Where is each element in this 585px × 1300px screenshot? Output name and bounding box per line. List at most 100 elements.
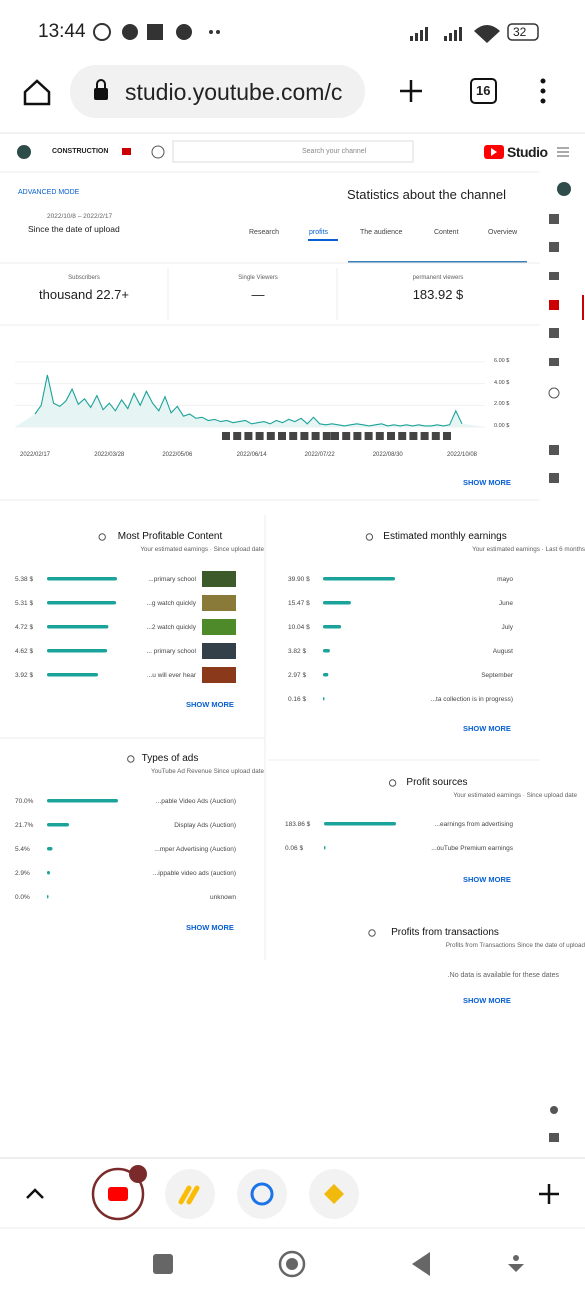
bar [323, 697, 325, 701]
y-tick-label: 2.00 $ [494, 401, 510, 408]
value-label: 4.62 $ [15, 648, 34, 655]
bar [47, 601, 117, 605]
panel-subtitle: Your estimated earnings · Since upload d… [453, 792, 577, 799]
value-label: 0.16 $ [288, 696, 307, 703]
value-label: 3.82 $ [288, 648, 307, 655]
battery: 32 [513, 25, 527, 39]
row-name[interactable]: ...ippable video ads (auction) [152, 870, 236, 877]
video-marker [387, 432, 395, 440]
tab[interactable]: Overview [488, 229, 518, 236]
row-name[interactable]: August [492, 648, 513, 655]
bar [47, 871, 50, 875]
row-name[interactable]: ...2 watch quickly [146, 624, 197, 631]
show-more[interactable]: SHOW MORE [186, 700, 234, 709]
mode-link[interactable]: ADVANCED MODE [18, 189, 80, 196]
stat-value: — [251, 287, 265, 302]
clock: 13:44 [38, 21, 86, 42]
show-more[interactable]: SHOW MORE [463, 875, 511, 884]
value-label: 21.7% [15, 822, 34, 829]
tab[interactable]: Content [434, 229, 459, 236]
video-marker [278, 432, 286, 440]
row-name[interactable]: ...ouTube Premium earnings [431, 845, 513, 852]
row-name[interactable]: ...pable Video Ads (Auction) [155, 798, 236, 805]
y-tick-label: 6.00 $ [494, 358, 510, 364]
y-tick-label: 4.00 $ [494, 379, 510, 386]
row-name[interactable]: ...primary school [148, 576, 196, 583]
row-name[interactable]: ... primary school [146, 648, 197, 655]
value-label: 2.97 $ [288, 672, 307, 679]
row-name[interactable]: September [481, 672, 513, 679]
logo[interactable]: Studio [507, 144, 548, 160]
x-tick-label: 2022/06/14 [236, 452, 267, 458]
value-label: 10.04 $ [288, 624, 310, 631]
row-name[interactable]: mayo [497, 576, 513, 583]
row-name[interactable]: ...ta collection is in progress) [430, 696, 513, 703]
tab[interactable]: profits [309, 229, 329, 236]
panel-subtitle: Your estimated earnings · Last 6 months [472, 546, 585, 553]
value-label: 5.38 $ [15, 576, 34, 583]
bar [47, 577, 117, 581]
value-label: 3.92 $ [15, 672, 34, 679]
row-name[interactable]: ...u will ever hear [146, 672, 196, 679]
tab[interactable]: Research [249, 229, 279, 236]
bar [323, 625, 342, 629]
stat-label: Single Viewers [238, 275, 278, 281]
panel-icon [365, 533, 374, 541]
value-label: 5.31 $ [15, 600, 34, 607]
video-marker [322, 432, 331, 440]
panel-icon [388, 779, 397, 787]
stat-label: permanent viewers [412, 275, 464, 281]
video-marker [255, 432, 264, 440]
bar [324, 822, 396, 826]
empty-note: .No data is available for these dates [447, 972, 559, 979]
panel-subtitle: Your estimated earnings · Since upload d… [140, 546, 264, 553]
bar [47, 823, 70, 827]
video-marker [398, 432, 407, 440]
bar [47, 649, 108, 653]
show-more[interactable]: SHOW MORE [463, 478, 511, 487]
video-marker [443, 432, 451, 440]
stat-label: Subscribers [68, 275, 100, 281]
bar [323, 649, 330, 653]
bar [47, 625, 109, 629]
video-marker [222, 432, 230, 440]
show-more[interactable]: SHOW MORE [186, 923, 234, 932]
video-marker [266, 432, 275, 440]
thumbnail [202, 643, 236, 659]
video-marker [289, 432, 298, 440]
tab-count[interactable]: 16 [476, 83, 491, 98]
value-label: 39.90 $ [288, 576, 310, 583]
tab[interactable]: The audience [360, 229, 403, 236]
row-name[interactable]: ...earnings from advertising [434, 821, 513, 828]
thumbnail [202, 571, 236, 587]
row-name[interactable]: June [498, 600, 513, 607]
value-label: 5.4% [15, 846, 30, 853]
page-title: Statistics about the channel [347, 187, 506, 202]
video-marker [375, 432, 384, 440]
period[interactable]: Since the date of upload [28, 224, 120, 234]
panel-subtitle: YouTube Ad Revenue Since upload date [151, 768, 264, 775]
panel-title: Profit sources [406, 777, 468, 788]
row-name[interactable]: ...g watch quickly [146, 600, 197, 607]
search[interactable]: Search your channel [302, 148, 367, 155]
value-label: 15.47 $ [288, 600, 310, 607]
video-marker [420, 432, 429, 440]
row-name[interactable]: ...mper Advertising (Auction) [154, 846, 236, 853]
video-marker [244, 432, 253, 440]
video-marker [342, 432, 351, 440]
show-more[interactable]: SHOW MORE [463, 724, 511, 733]
row-name[interactable]: unknown [209, 894, 236, 901]
thumbnail [202, 619, 236, 635]
url[interactable]: studio.youtube.com/c [125, 79, 343, 105]
video-marker [353, 432, 362, 440]
bar [324, 846, 326, 850]
show-more[interactable]: SHOW MORE [463, 996, 511, 1005]
row-name[interactable]: July [501, 624, 513, 631]
row-name[interactable]: Display Ads (Auction) [174, 822, 236, 829]
bar [323, 577, 395, 581]
channel-name[interactable]: CONSTRUCTION [52, 148, 109, 155]
panel-subtitle: Profits from Transactions Since the date… [445, 942, 585, 949]
panel-title: Profits from transactions [391, 927, 499, 938]
